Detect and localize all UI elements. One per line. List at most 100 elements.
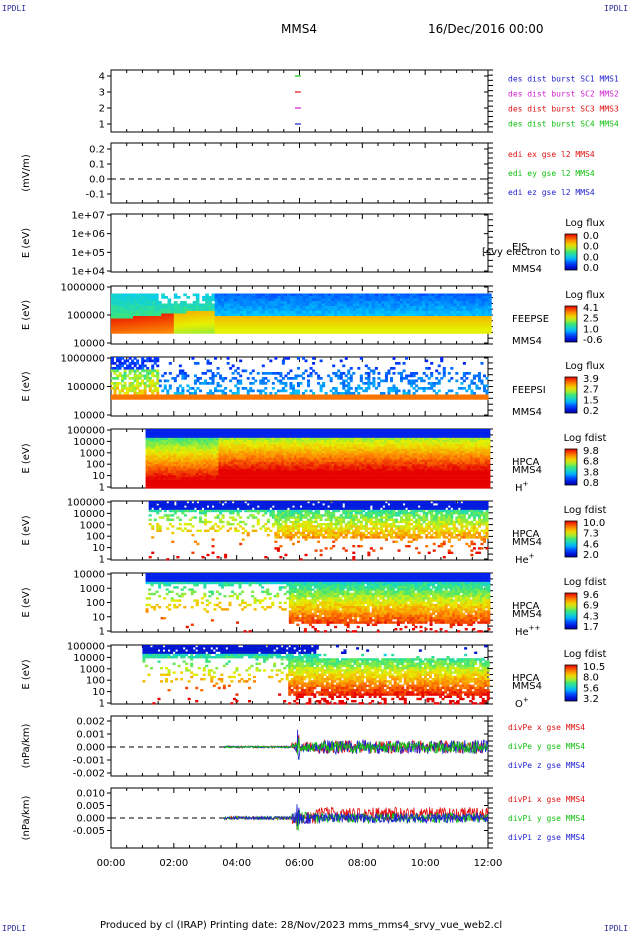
y-tick-label: 0.002 [76, 717, 105, 728]
colorbar-tick-label: 0.0 [583, 242, 599, 253]
spacecraft-label: MMS4 [512, 264, 542, 275]
colorbar-tick-label: 1.7 [583, 622, 599, 633]
y-tick-label: 10000 [73, 509, 105, 520]
y-tick-label: -0.1 [85, 190, 105, 201]
y-axis-label: (nPa/km) [21, 796, 32, 841]
y-tick-label: 100 [86, 532, 105, 543]
y-tick-label: 0.0 [89, 175, 105, 186]
y-axis-label: E (eV) [21, 659, 32, 689]
corner-mark-bottom-right: IPDLI [604, 924, 629, 933]
colorbar-tick-label: 9.6 [583, 590, 599, 601]
colorbar [564, 664, 578, 702]
colorbar-tick-label: 7.3 [583, 529, 599, 540]
instrument-label: FEEPSE [512, 314, 549, 325]
y-tick-label: -0.002 [73, 769, 105, 780]
colorbar-title: Log flux [565, 218, 605, 229]
y-tick-label: 2 [99, 104, 105, 115]
colorbar-tick-label: 10.0 [583, 518, 605, 529]
x-tick-label: 00:00 [97, 858, 126, 869]
y-axis-label: E (eV) [21, 587, 32, 617]
colorbar [564, 592, 578, 630]
date-title: 16/Dec/2016 00:00 [428, 22, 544, 36]
panel-frame [110, 213, 489, 273]
panel-frame [110, 69, 489, 133]
y-axis-label: E (eV) [21, 515, 32, 545]
series-trace [223, 737, 489, 755]
y-tick-label: -0.001 [73, 756, 105, 767]
spacecraft-title: MMS4 [281, 22, 317, 36]
colorbar-tick-label: 6.9 [583, 601, 599, 612]
legend-entry: divPi x gse MMS4 [508, 795, 585, 804]
colorbar-tick-label: 4.6 [583, 539, 599, 550]
spectrogram [148, 501, 489, 561]
legend-entry: edi ey gse l2 MMS4 [508, 169, 595, 178]
y-tick-label: 1e+07 [71, 211, 105, 222]
y-tick-label: 10000 [73, 411, 105, 422]
colorbar-title: Log fdist [564, 577, 607, 588]
colorbar-title: Log flux [565, 290, 605, 301]
instrument-label: HPCA [512, 529, 540, 540]
spacecraft-label: MMS4 [512, 336, 542, 347]
colorbar-tick-label: 3.9 [583, 374, 599, 385]
y-tick-label: 10000 [73, 570, 105, 581]
y-tick-label: 100000 [67, 642, 105, 653]
legend-entry: edi ex gse l2 MMS4 [508, 150, 595, 159]
y-tick-label: 100000 [67, 498, 105, 509]
y-tick-label: 10000 [73, 437, 105, 448]
y-tick-label: 1 [99, 120, 105, 131]
y-tick-label: 0.1 [89, 160, 105, 171]
spectrogram [142, 645, 490, 705]
colorbar [564, 448, 578, 486]
y-tick-label: 100 [86, 460, 105, 471]
y-tick-label: 100000 [67, 426, 105, 437]
series-trace [224, 804, 489, 826]
spacecraft-label: MMS4 [512, 465, 542, 476]
corner-mark-top-right: IPDLI [604, 4, 629, 13]
colorbar [564, 305, 578, 343]
colorbar-title: Log fdist [564, 433, 607, 444]
y-tick-label: 0.001 [76, 730, 105, 741]
spacecraft-label: MMS4 [512, 407, 542, 418]
series-trace [223, 729, 489, 760]
y-tick-label: 1 [99, 555, 105, 566]
legend-entry: divPi z gse MMS4 [508, 833, 585, 842]
panel-frame [110, 142, 489, 204]
footer-credit: Produced by cl (IRAP) Printing date: 28/… [100, 920, 503, 931]
legend-entry: edi ez gse l2 MMS4 [508, 188, 595, 197]
legend-entry: divPe y gse MMS4 [508, 742, 585, 751]
y-tick-label: 10000 [73, 653, 105, 664]
colorbar-tick-label: 3.8 [583, 467, 599, 478]
colorbar-tick-label: 10.5 [583, 662, 605, 673]
y-tick-label: 1000 [80, 520, 105, 531]
legend-entry: des dist burst SC3 MMS3 [508, 105, 619, 114]
y-tick-label: 3 [99, 88, 105, 99]
y-axis-label: (nPa/km) [21, 724, 32, 769]
instrument-label: HPCA [512, 601, 540, 612]
spacecraft-label: MMS4 [512, 537, 542, 548]
y-axis-label: E (eV) [21, 228, 32, 258]
y-tick-label: 0.000 [76, 743, 105, 754]
colorbar-tick-label: -0.6 [583, 335, 603, 346]
colorbar-tick-label: 2.0 [583, 550, 599, 561]
y-tick-label: 100 [86, 676, 105, 687]
spacecraft-label: MMS4 [512, 681, 542, 692]
colorbar-tick-label: 1.5 [583, 395, 599, 406]
y-tick-label: 0.005 [76, 801, 105, 812]
y-tick-label: 0.2 [89, 145, 105, 156]
colorbar-title: Log flux [565, 361, 605, 372]
overlay-label: [svy electron to [482, 247, 560, 258]
corner-mark-bottom-left: IPDLI [2, 924, 27, 933]
corner-mark-top-left: IPDLI [2, 4, 27, 13]
colorbar-tick-label: 0.0 [583, 252, 599, 263]
y-tick-label: 10 [92, 543, 105, 554]
y-tick-label: 1e+06 [71, 229, 105, 240]
y-tick-label: 1000000 [60, 283, 105, 294]
spectrogram [145, 429, 491, 489]
colorbar-tick-label: 3.2 [583, 694, 599, 705]
y-tick-label: 1e+05 [71, 248, 105, 259]
spectrogram [111, 293, 492, 334]
legend-entry: des dist burst SC2 MMS2 [508, 90, 619, 99]
spectrogram [111, 357, 489, 400]
legend-entry: divPe z gse MMS4 [508, 761, 585, 770]
species-charge: + [523, 696, 529, 704]
